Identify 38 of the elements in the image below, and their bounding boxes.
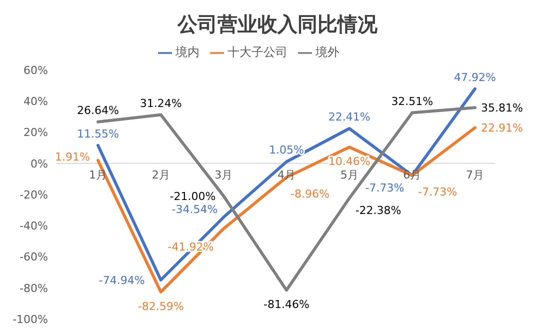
data-label: 35.81% — [481, 102, 523, 115]
data-label: 31.24% — [140, 96, 182, 110]
data-label: 10.46% — [328, 155, 370, 168]
y-tick-label: 20% — [24, 126, 48, 140]
y-tick-label: -80% — [20, 282, 48, 295]
data-label: 1.91% — [55, 150, 90, 164]
y-tick-label: 0% — [30, 157, 48, 170]
legend-label: 境内 — [176, 45, 200, 59]
x-tick-label: 3月 — [214, 168, 233, 182]
legend-label: 境外 — [316, 45, 340, 59]
data-label: 47.92% — [454, 70, 496, 84]
data-label: -82.59% — [138, 300, 184, 313]
data-label: -81.46% — [264, 298, 310, 312]
data-label: 11.55% — [77, 127, 119, 140]
y-tick-label: -20% — [20, 188, 48, 202]
data-label: 32.51% — [391, 94, 434, 108]
y-tick-label: 60% — [24, 64, 48, 77]
data-label: -8.96% — [290, 187, 330, 200]
data-label: -22.38% — [355, 204, 402, 218]
y-tick-label: -60% — [20, 250, 48, 264]
data-label: -34.54% — [172, 203, 218, 216]
y-tick-label: 40% — [24, 95, 48, 108]
y-tick-label: -40% — [20, 220, 48, 233]
legend-label: 十大子公司 — [228, 45, 288, 59]
data-label: 22.91% — [481, 122, 523, 135]
data-label: 1.05% — [269, 144, 304, 157]
data-label: -74.94% — [98, 274, 145, 287]
x-tick-label: 1月 — [89, 168, 107, 182]
x-tick-label: 5月 — [340, 168, 358, 182]
data-label: -7.73% — [365, 181, 404, 194]
data-label: -7.73% — [418, 185, 458, 198]
data-label: -21.00% — [170, 190, 216, 204]
data-label: 22.41% — [328, 110, 370, 124]
x-tick-label: 7月 — [466, 168, 484, 182]
data-label: 26.64% — [77, 104, 119, 117]
chart-title: 公司营业收入同比情况 — [176, 11, 378, 38]
y-tick-label: -100% — [12, 312, 48, 326]
x-tick-label: 2月 — [152, 168, 170, 182]
